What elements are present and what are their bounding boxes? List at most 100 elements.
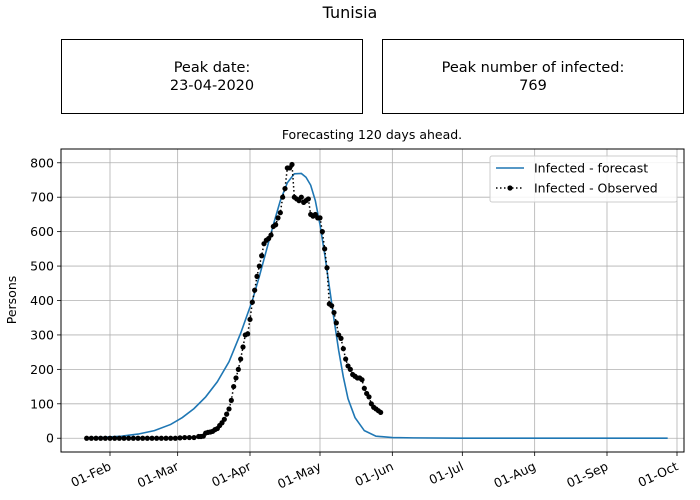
observed-point bbox=[252, 287, 258, 293]
observed-point bbox=[322, 246, 328, 252]
observed-point bbox=[275, 215, 281, 221]
observed-point bbox=[359, 377, 365, 383]
observed-point bbox=[338, 335, 344, 341]
y-tick-label: 500 bbox=[30, 259, 54, 274]
observed-point bbox=[168, 435, 174, 441]
observed-point bbox=[130, 435, 136, 441]
observed-point bbox=[361, 385, 367, 391]
observed-point bbox=[233, 375, 239, 381]
figure-title: Tunisia bbox=[322, 3, 378, 22]
chart-subtitle: Forecasting 120 days ahead. bbox=[281, 127, 463, 142]
peak-infected-box: Peak number of infected: 769 bbox=[382, 39, 684, 114]
x-tick-label: 01-Aug bbox=[491, 458, 538, 490]
legend: Infected - forecast Infected - Observed bbox=[489, 155, 678, 203]
observed-point bbox=[172, 435, 178, 441]
y-tick-label: 700 bbox=[30, 190, 54, 205]
peak-date-value: 23-04-2020 bbox=[169, 77, 255, 94]
observed-point bbox=[319, 229, 325, 235]
observed-point bbox=[102, 435, 108, 441]
observed-point bbox=[182, 434, 188, 441]
observed-point bbox=[329, 303, 335, 309]
observed-point bbox=[126, 435, 132, 441]
observed-point bbox=[163, 435, 169, 441]
axes: 01-Feb 01-Mar 01-Apr 01-May 01-Jun 01-Jul 01-A… bbox=[30, 155, 680, 491]
observed-point bbox=[378, 409, 384, 416]
observed-point bbox=[333, 320, 339, 326]
observed-point bbox=[245, 331, 251, 337]
observed-point bbox=[144, 435, 150, 441]
observed-point bbox=[84, 435, 90, 441]
observed-point bbox=[340, 346, 346, 352]
observed-point bbox=[186, 434, 192, 441]
x-tick-label: 01-Feb bbox=[68, 458, 113, 490]
observed-line bbox=[86, 162, 382, 439]
observed-point bbox=[366, 394, 372, 400]
observed-point bbox=[256, 263, 262, 269]
observed-point bbox=[254, 273, 260, 279]
y-axis-label: Persons bbox=[4, 276, 19, 325]
observed-point bbox=[249, 299, 255, 305]
legend-observed-marker bbox=[507, 185, 513, 191]
peak-infected-value: 769 bbox=[519, 77, 547, 94]
y-tick-label: 100 bbox=[30, 396, 54, 411]
observed-point bbox=[317, 215, 323, 221]
x-tick-label: 01-Apr bbox=[209, 458, 254, 490]
y-tick-label: 0 bbox=[46, 431, 54, 446]
series-layer bbox=[84, 161, 668, 441]
x-tick-label: 01-May bbox=[275, 458, 324, 491]
y-tick-label: 600 bbox=[30, 224, 54, 239]
peak-date-label: Peak date: bbox=[173, 59, 251, 76]
y-tick-label: 300 bbox=[30, 327, 54, 342]
observed-point bbox=[282, 185, 288, 192]
observed-point bbox=[231, 383, 237, 390]
observed-point bbox=[88, 435, 94, 441]
y-tick-label: 800 bbox=[30, 155, 54, 170]
x-tick-label: 01-Jun bbox=[352, 458, 395, 489]
observed-point bbox=[98, 435, 104, 441]
observed-point bbox=[154, 435, 160, 441]
observed-point bbox=[305, 196, 311, 202]
x-tick-label: 01-Jul bbox=[427, 458, 466, 487]
observed-point bbox=[273, 222, 279, 228]
observed-point bbox=[298, 194, 304, 200]
observed-point bbox=[135, 435, 141, 441]
peak-date-box: Peak date: 23-04-2020 bbox=[61, 39, 363, 114]
x-tick-label: 01-Sep bbox=[564, 458, 610, 490]
observed-point bbox=[224, 411, 230, 417]
observed-point bbox=[268, 232, 274, 238]
observed-point bbox=[277, 210, 283, 216]
y-tick-label: 200 bbox=[30, 362, 54, 377]
forecast-line bbox=[86, 172, 668, 440]
observed-point bbox=[191, 434, 197, 441]
observed-point bbox=[235, 366, 241, 372]
x-tick-label: 01-Mar bbox=[135, 458, 182, 491]
legend-frame bbox=[489, 155, 678, 203]
observed-point bbox=[259, 253, 265, 259]
observed-point bbox=[93, 435, 99, 441]
observed-point bbox=[289, 161, 295, 168]
peak-infected-label: Peak number of infected: bbox=[441, 59, 625, 76]
observed-point bbox=[331, 309, 337, 316]
observed-point bbox=[121, 435, 127, 441]
observed-point bbox=[221, 416, 227, 422]
legend-forecast-label: Infected - forecast bbox=[534, 161, 648, 176]
observed-point bbox=[247, 316, 253, 323]
observed-point bbox=[112, 435, 118, 441]
observed-point bbox=[116, 435, 122, 441]
x-tick-label: 01-Oct bbox=[636, 458, 681, 490]
observed-point bbox=[238, 356, 244, 362]
observed-point bbox=[324, 265, 330, 271]
observed-point bbox=[140, 435, 146, 441]
observed-point bbox=[149, 435, 155, 441]
observed-point bbox=[228, 397, 234, 403]
observed-point bbox=[158, 435, 164, 441]
observed-point bbox=[107, 435, 113, 441]
observed-point bbox=[343, 356, 349, 362]
observed-point bbox=[177, 435, 183, 441]
observed-point bbox=[280, 194, 286, 200]
observed-point bbox=[347, 366, 353, 372]
y-tick-label: 400 bbox=[30, 293, 54, 308]
legend-observed-label: Infected - Observed bbox=[534, 181, 658, 196]
observed-point bbox=[240, 344, 246, 350]
